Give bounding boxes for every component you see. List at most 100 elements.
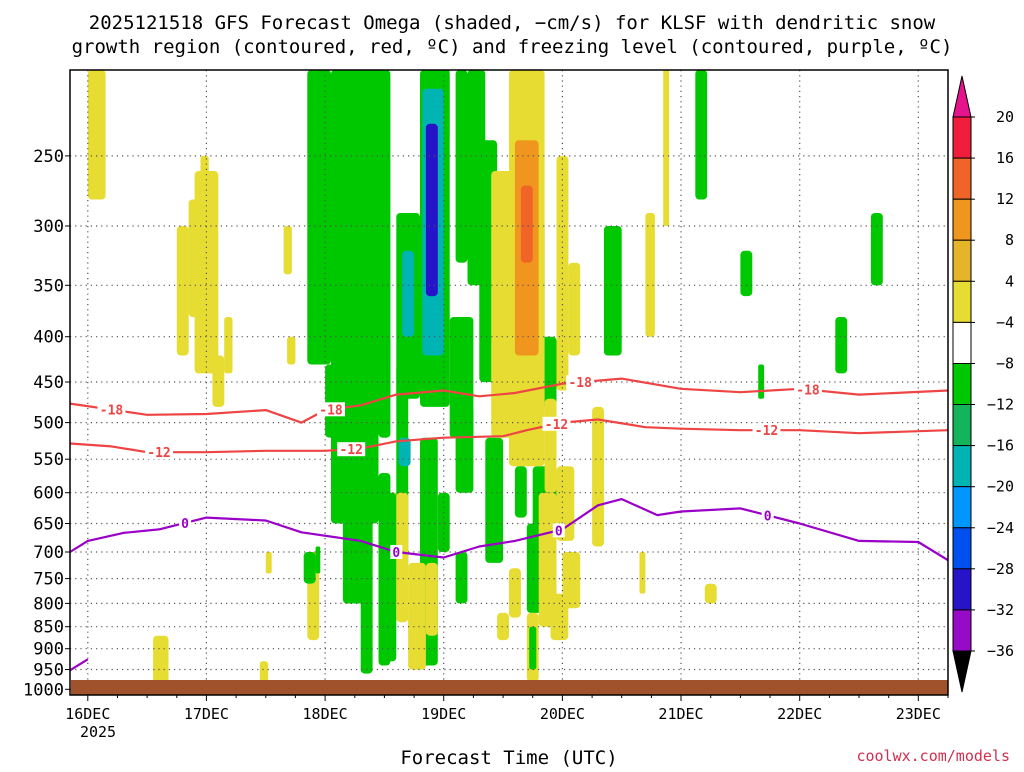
colorbar-swatch-4 xyxy=(952,280,972,323)
y-tick-label-250: 250 xyxy=(33,147,64,167)
colorbar-swatch-8 xyxy=(952,445,972,488)
contour-label-0-0: -18 xyxy=(100,404,124,419)
y-tick-label-500: 500 xyxy=(33,414,64,434)
omega-cell-42 xyxy=(303,552,316,584)
omega-cell-2 xyxy=(287,336,296,365)
contour-label-bg-1-2 xyxy=(542,416,571,431)
omega-strip-17 xyxy=(491,171,515,438)
watermark: coolwx.com/models xyxy=(856,747,1010,765)
y-tick-label-450: 450 xyxy=(33,373,64,393)
colorbar-label-12: −32 xyxy=(987,601,1014,619)
omega-strip-12 xyxy=(408,562,426,670)
colorbar-bottom-arrow xyxy=(952,650,972,693)
colorbar-label-5: −4 xyxy=(996,313,1014,331)
colorbar: 20 16 12 8 4 −4 −8 −12 −16 −20 −24 −28 −32 −36 xyxy=(952,75,1014,693)
y-tick-label-850: 850 xyxy=(33,618,64,638)
x-tick-label-19DEC: 19DEC xyxy=(421,705,466,723)
contour-label-2-1: 0 xyxy=(392,546,400,561)
omega-strip-24 xyxy=(514,466,527,518)
colorbar-label-6: −8 xyxy=(996,355,1014,373)
colorbar-label-0: 20 xyxy=(996,108,1014,126)
y-axis: 2503003504004505005506006507007508008509… xyxy=(23,147,70,700)
colorbar-label-13: −36 xyxy=(987,642,1014,660)
omega-strip-20 xyxy=(520,185,533,263)
contour-label-0-1: -18 xyxy=(319,403,343,418)
omega-strip-1 xyxy=(194,171,219,374)
colorbar-label-11: −28 xyxy=(987,560,1014,578)
contour-label-bg-1-3 xyxy=(752,423,781,438)
omega-cell-38 xyxy=(455,552,468,604)
omega-strip-0 xyxy=(87,70,106,200)
omega-cell-7 xyxy=(224,317,233,374)
omega-strip-7 xyxy=(360,466,373,674)
contour-line--12-1 xyxy=(70,418,948,454)
omega-strip-2 xyxy=(212,355,225,407)
colorbar-swatch-0 xyxy=(952,116,972,159)
temperature-contours: -18 -18 -18 -18 -12 -12 -12 -12 0 0 0 0 xyxy=(70,375,948,672)
contour-label-bg-2-1 xyxy=(390,545,403,559)
omega-strip-22 xyxy=(568,262,581,356)
colorbar-swatch-9 xyxy=(952,486,972,529)
x-axis-title: Forecast Time (UTC) xyxy=(400,747,617,768)
omega-strip-4 xyxy=(325,364,343,438)
omega-cell-34 xyxy=(758,364,765,399)
colorbar-swatch-1 xyxy=(952,157,972,200)
omega-strip-25 xyxy=(538,492,557,627)
colorbar-swatch-7 xyxy=(952,404,972,447)
x-tick-label-18DEC: 18DEC xyxy=(303,705,348,723)
omega-cell-16 xyxy=(315,546,321,574)
omega-strip-5 xyxy=(372,70,391,399)
colorbar-label-3: 8 xyxy=(1005,231,1014,249)
contour-label-bg-2-3 xyxy=(761,508,774,523)
omega-cell-35 xyxy=(835,317,848,374)
contour-label-bg-1-1 xyxy=(337,442,366,457)
omega-cell-28 xyxy=(485,437,504,563)
colorbar-label-2: 12 xyxy=(996,190,1014,208)
x-axis-year-label: 2025 xyxy=(80,723,116,741)
omega-cell-25 xyxy=(425,123,438,297)
colorbar-label-8: −16 xyxy=(987,437,1014,455)
contour-label-1-2: -12 xyxy=(545,418,568,433)
omega-cell-10 xyxy=(265,552,272,574)
colorbar-swatch-5 xyxy=(952,321,972,364)
colorbar-label-7: −12 xyxy=(987,396,1014,414)
colorbar-swatch-6 xyxy=(952,363,972,406)
colorbar-top-arrow xyxy=(952,75,972,118)
omega-strip-35 xyxy=(509,568,521,618)
omega-cell-39 xyxy=(497,612,509,641)
x-tick-label-16DEC: 16DEC xyxy=(65,705,110,723)
colorbar-label-4: 4 xyxy=(1005,272,1014,290)
omega-strip-10 xyxy=(398,437,411,467)
omega-strip-23 xyxy=(544,398,557,493)
contour-label-2-3: 0 xyxy=(764,509,772,524)
y-tick-label-950: 950 xyxy=(33,661,64,681)
omega-strip-34 xyxy=(639,552,646,594)
omega-strip-37 xyxy=(562,552,581,609)
omega-strip-29 xyxy=(529,626,537,670)
omega-strip-13 xyxy=(443,70,450,141)
x-tick-label-21DEC: 21DEC xyxy=(658,705,703,723)
omega-strip-36 xyxy=(592,406,604,547)
omega-shading xyxy=(87,70,883,690)
contour-line--18-0 xyxy=(70,377,948,424)
contour-label-bg-2-2 xyxy=(552,523,565,538)
omega-strip-32 xyxy=(645,213,655,337)
contour-label-bg-1-0 xyxy=(145,445,173,460)
chart-title-line-1: 2025121518 GFS Forecast Omega (shaded, −… xyxy=(89,12,936,34)
contour-label-bg-0-1 xyxy=(317,402,345,417)
gridlines xyxy=(70,70,948,695)
colorbar-label-9: −20 xyxy=(987,478,1014,496)
contour-label-0-3: -18 xyxy=(796,384,820,399)
contour-label-0-2: -18 xyxy=(568,376,592,391)
contour-label-bg-0-3 xyxy=(794,382,822,397)
colorbar-swatch-2 xyxy=(952,198,972,241)
contour-label-2-2: 0 xyxy=(555,524,563,539)
x-tick-label-22DEC: 22DEC xyxy=(777,705,822,723)
colorbar-label-10: −24 xyxy=(987,519,1014,537)
omega-strip-27 xyxy=(556,466,575,541)
colorbar-swatch-12 xyxy=(952,609,972,652)
y-tick-label-350: 350 xyxy=(33,276,64,296)
omega-strip-15 xyxy=(455,406,474,493)
contour-line-segment-3 xyxy=(70,658,89,672)
